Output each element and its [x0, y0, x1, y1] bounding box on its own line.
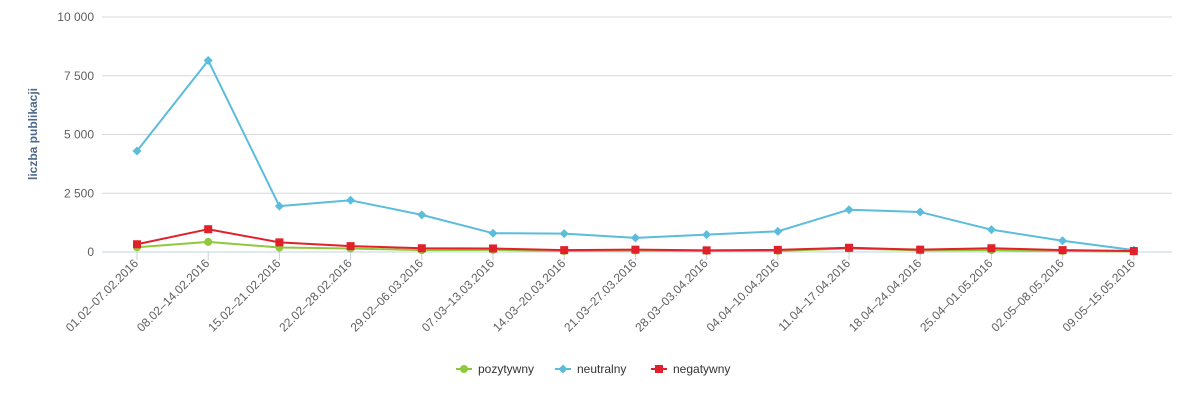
- data-point-negatywny[interactable]: [204, 225, 213, 234]
- data-point-negatywny[interactable]: [773, 245, 782, 254]
- data-point-neutralny[interactable]: [702, 230, 712, 240]
- data-point-neutralny[interactable]: [346, 195, 356, 205]
- series-neutralny: [132, 55, 1139, 255]
- data-point-negatywny[interactable]: [845, 243, 853, 252]
- data-point-negatywny[interactable]: [275, 238, 284, 247]
- data-point-neutralny[interactable]: [488, 228, 498, 238]
- data-point-neutralny[interactable]: [417, 210, 427, 220]
- y-axis-label: liczba publikacji: [26, 88, 40, 180]
- legend-label-negatywny: negatywny: [673, 362, 730, 376]
- data-point-neutralny[interactable]: [630, 233, 640, 243]
- x-tick-label: 02.05–08.05.2016: [988, 256, 1067, 335]
- x-tick-label: 29.02–06.03.2016: [348, 256, 427, 335]
- data-point-negatywny[interactable]: [489, 244, 497, 253]
- data-point-neutralny[interactable]: [773, 226, 783, 236]
- legend-label-neutralny: neutralny: [577, 362, 626, 376]
- x-tick-label: 07.03–13.03.2016: [419, 256, 498, 335]
- data-point-negatywny[interactable]: [560, 246, 569, 255]
- data-point-negatywny[interactable]: [702, 246, 711, 255]
- series-negatywny: [133, 225, 1138, 256]
- grid-lines: [102, 16, 1172, 253]
- series-lines: [132, 55, 1139, 256]
- x-tick-label: 28.03–03.04.2016: [632, 256, 711, 335]
- data-point-negatywny[interactable]: [631, 245, 640, 254]
- data-point-neutralny[interactable]: [1058, 236, 1068, 246]
- x-tick-label: 18.04–24.04.2016: [846, 256, 925, 335]
- x-tick-label: 01.02–07.02.2016: [63, 256, 142, 335]
- legend-marker-negatywny: [655, 365, 663, 373]
- data-point-negatywny[interactable]: [1058, 246, 1067, 255]
- data-point-neutralny[interactable]: [203, 55, 213, 65]
- x-tick-label: 25.04–01.05.2016: [917, 256, 996, 335]
- legend-item-negatywny[interactable]: negatywny: [651, 362, 730, 376]
- data-point-neutralny[interactable]: [844, 205, 854, 215]
- y-tick-label: 10 000: [57, 10, 94, 24]
- data-point-negatywny[interactable]: [1129, 247, 1138, 256]
- legend: pozytywny neutralny negatywny: [456, 362, 730, 376]
- data-point-negatywny[interactable]: [916, 245, 925, 254]
- y-tick-label: 7 500: [64, 69, 94, 83]
- data-point-neutralny[interactable]: [986, 225, 996, 235]
- data-point-neutralny[interactable]: [915, 207, 925, 217]
- x-tick-label: 15.02–21.02.2016: [205, 256, 284, 335]
- y-tick-label: 2 500: [64, 186, 94, 200]
- data-point-neutralny[interactable]: [132, 146, 142, 156]
- data-point-negatywny[interactable]: [133, 240, 141, 249]
- data-point-neutralny[interactable]: [559, 229, 569, 239]
- x-axis: 01.02–07.02.201608.02–14.02.201615.02–21…: [63, 252, 1138, 335]
- legend-item-pozytywny[interactable]: pozytywny: [456, 362, 534, 376]
- x-tick-label: 22.02–28.02.2016: [276, 256, 355, 335]
- data-point-negatywny[interactable]: [417, 244, 426, 253]
- x-tick-label: 04.04–10.04.2016: [704, 256, 783, 335]
- data-point-negatywny[interactable]: [346, 242, 355, 251]
- x-tick-label: 08.02–14.02.2016: [134, 256, 213, 335]
- x-tick-label: 14.03–20.03.2016: [490, 256, 569, 335]
- y-tick-label: 5 000: [64, 128, 94, 142]
- x-tick-label: 11.04–17.04.2016: [775, 256, 853, 334]
- x-tick-label: 21.03–27.03.2016: [561, 256, 640, 335]
- data-point-negatywny[interactable]: [987, 244, 996, 253]
- series-line-neutralny: [136, 59, 1134, 252]
- legend-label-pozytywny: pozytywny: [478, 362, 534, 376]
- x-tick-label: 09.05–15.05.2016: [1060, 256, 1139, 335]
- y-axis-ticks: 0 2 500 5 000 7 500 10 000: [57, 10, 94, 259]
- data-point-neutralny[interactable]: [274, 201, 284, 211]
- legend-item-neutralny[interactable]: neutralny: [555, 362, 626, 376]
- legend-marker-pozytywny: [460, 365, 468, 373]
- y-tick-label: 0: [87, 245, 94, 259]
- legend-marker-neutralny: [558, 364, 568, 374]
- data-point-pozytywny[interactable]: [204, 237, 213, 246]
